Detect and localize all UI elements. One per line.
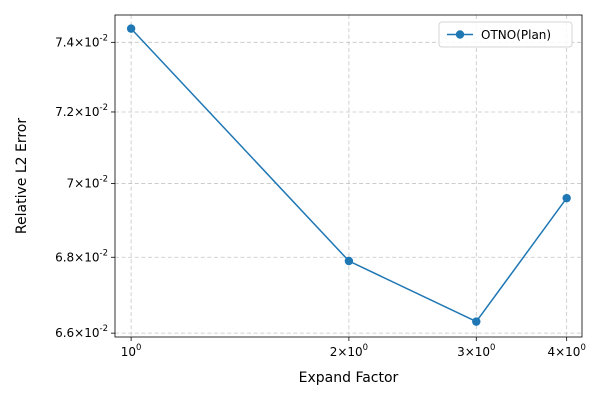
y-tick-label: 7×10-2 [67,175,108,191]
data-point [562,193,571,203]
x-axis-label: Expand Factor [299,370,399,386]
legend: OTNO(Plan) [438,21,573,48]
y-axis-ticks: 6.6×10-2 6.8×10-2 7×10-2 7.2×10-2 7.4×10-2 [55,33,115,340]
y-tick-label: 7.2×10-2 [55,103,108,119]
y-tick-label: 6.6×10-2 [55,324,108,340]
y-tick-label: 7.4×10-2 [55,33,108,49]
y-tick-label: 6.8×10-2 [55,248,108,264]
data-point [472,317,481,326]
series-layer [126,24,571,326]
data-point [344,256,354,266]
legend-label: OTNO(Plan) [481,28,551,42]
data-point [126,24,136,33]
x-tick-label: 3×100 [457,343,495,359]
x-tick-label: 2×100 [330,343,368,359]
x-tick-label: 100 [121,343,142,359]
legend-marker [455,30,465,39]
x-tick-label: 4×100 [547,343,585,359]
y-axis-label: Relative L2 Error [14,118,30,234]
x-axis-ticks: 100 2×100 3×100 4×100 [121,337,586,359]
legend-box [438,21,573,48]
series-line [130,28,568,323]
